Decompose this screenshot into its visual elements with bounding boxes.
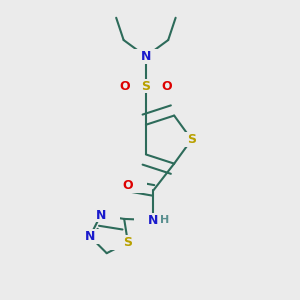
FancyBboxPatch shape: [71, 229, 109, 244]
FancyBboxPatch shape: [109, 179, 147, 193]
Text: O: O: [161, 80, 172, 93]
FancyBboxPatch shape: [173, 133, 211, 147]
Text: O: O: [120, 80, 130, 93]
Text: S: S: [123, 236, 132, 249]
Text: S: S: [141, 80, 150, 93]
FancyBboxPatch shape: [148, 213, 182, 227]
FancyBboxPatch shape: [109, 235, 147, 250]
FancyBboxPatch shape: [134, 213, 172, 227]
Text: N: N: [148, 214, 158, 226]
FancyBboxPatch shape: [127, 49, 165, 64]
Text: H: H: [160, 215, 169, 225]
Text: N: N: [95, 209, 106, 222]
Text: N: N: [141, 50, 151, 63]
FancyBboxPatch shape: [106, 79, 144, 93]
Text: S: S: [187, 133, 196, 146]
FancyBboxPatch shape: [82, 208, 120, 222]
Text: O: O: [123, 179, 134, 192]
FancyBboxPatch shape: [148, 79, 186, 93]
Text: N: N: [85, 230, 95, 243]
FancyBboxPatch shape: [127, 79, 165, 93]
